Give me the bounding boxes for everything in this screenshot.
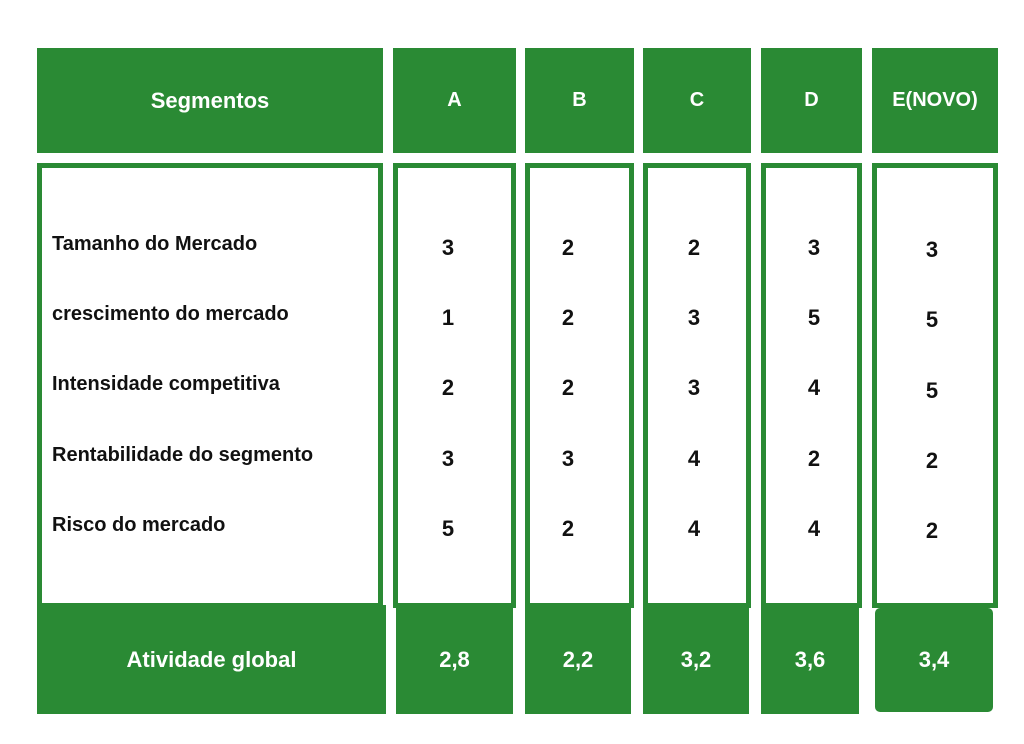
row-label-rentabilidade: Rentabilidade do segmento xyxy=(52,444,314,466)
cell-crescimento-e: 5 xyxy=(925,307,939,332)
row-label-intensidade: Intensidade competitiva xyxy=(52,373,280,395)
cell-tamanho-d: 3 xyxy=(807,235,821,260)
cell-rentabilidade-b: 3 xyxy=(561,446,575,471)
cell-risco-b: 2 xyxy=(561,516,575,541)
cell-intensidade-b: 2 xyxy=(561,375,575,400)
header-column-b: B xyxy=(525,48,634,153)
body-column-d xyxy=(761,163,862,608)
cell-crescimento-c: 3 xyxy=(687,305,701,330)
cell-crescimento-d: 5 xyxy=(807,305,821,330)
header-column-e: E(NOVO) xyxy=(872,48,998,153)
body-column-c xyxy=(643,163,751,608)
row-label-crescimento: crescimento do mercado xyxy=(52,303,289,325)
cell-risco-c: 4 xyxy=(687,516,701,541)
cell-tamanho-a: 3 xyxy=(441,235,455,260)
cell-risco-a: 5 xyxy=(441,516,455,541)
cell-crescimento-b: 2 xyxy=(561,305,575,330)
cell-intensidade-d: 4 xyxy=(807,375,821,400)
footer-value-d: 3,6 xyxy=(761,605,859,714)
cell-rentabilidade-e: 2 xyxy=(925,448,939,473)
body-column-a xyxy=(393,163,516,608)
cell-risco-d: 4 xyxy=(807,516,821,541)
header-segmentos: Segmentos xyxy=(37,48,383,153)
header-column-c: C xyxy=(643,48,751,153)
cell-rentabilidade-c: 4 xyxy=(687,446,701,471)
footer-value-a: 2,8 xyxy=(396,605,513,714)
cell-crescimento-a: 1 xyxy=(441,305,455,330)
footer-value-e: 3,4 xyxy=(875,608,993,712)
footer-value-b: 2,2 xyxy=(525,605,631,714)
footer-atividade-global: Atividade global xyxy=(37,605,386,714)
cell-tamanho-b: 2 xyxy=(561,235,575,260)
body-column-e xyxy=(872,163,998,608)
cell-rentabilidade-d: 2 xyxy=(807,446,821,471)
row-label-risco: Risco do mercado xyxy=(52,514,226,536)
cell-intensidade-a: 2 xyxy=(441,375,455,400)
cell-risco-e: 2 xyxy=(925,518,939,543)
cell-intensidade-c: 3 xyxy=(687,375,701,400)
footer-value-c: 3,2 xyxy=(643,605,749,714)
cell-rentabilidade-a: 3 xyxy=(441,446,455,471)
header-column-a: A xyxy=(393,48,516,153)
cell-tamanho-e: 3 xyxy=(925,237,939,262)
header-column-d: D xyxy=(761,48,862,153)
row-label-tamanho: Tamanho do Mercado xyxy=(52,233,258,255)
body-label-column xyxy=(37,163,383,608)
cell-tamanho-c: 2 xyxy=(687,235,701,260)
cell-intensidade-e: 5 xyxy=(925,378,939,403)
